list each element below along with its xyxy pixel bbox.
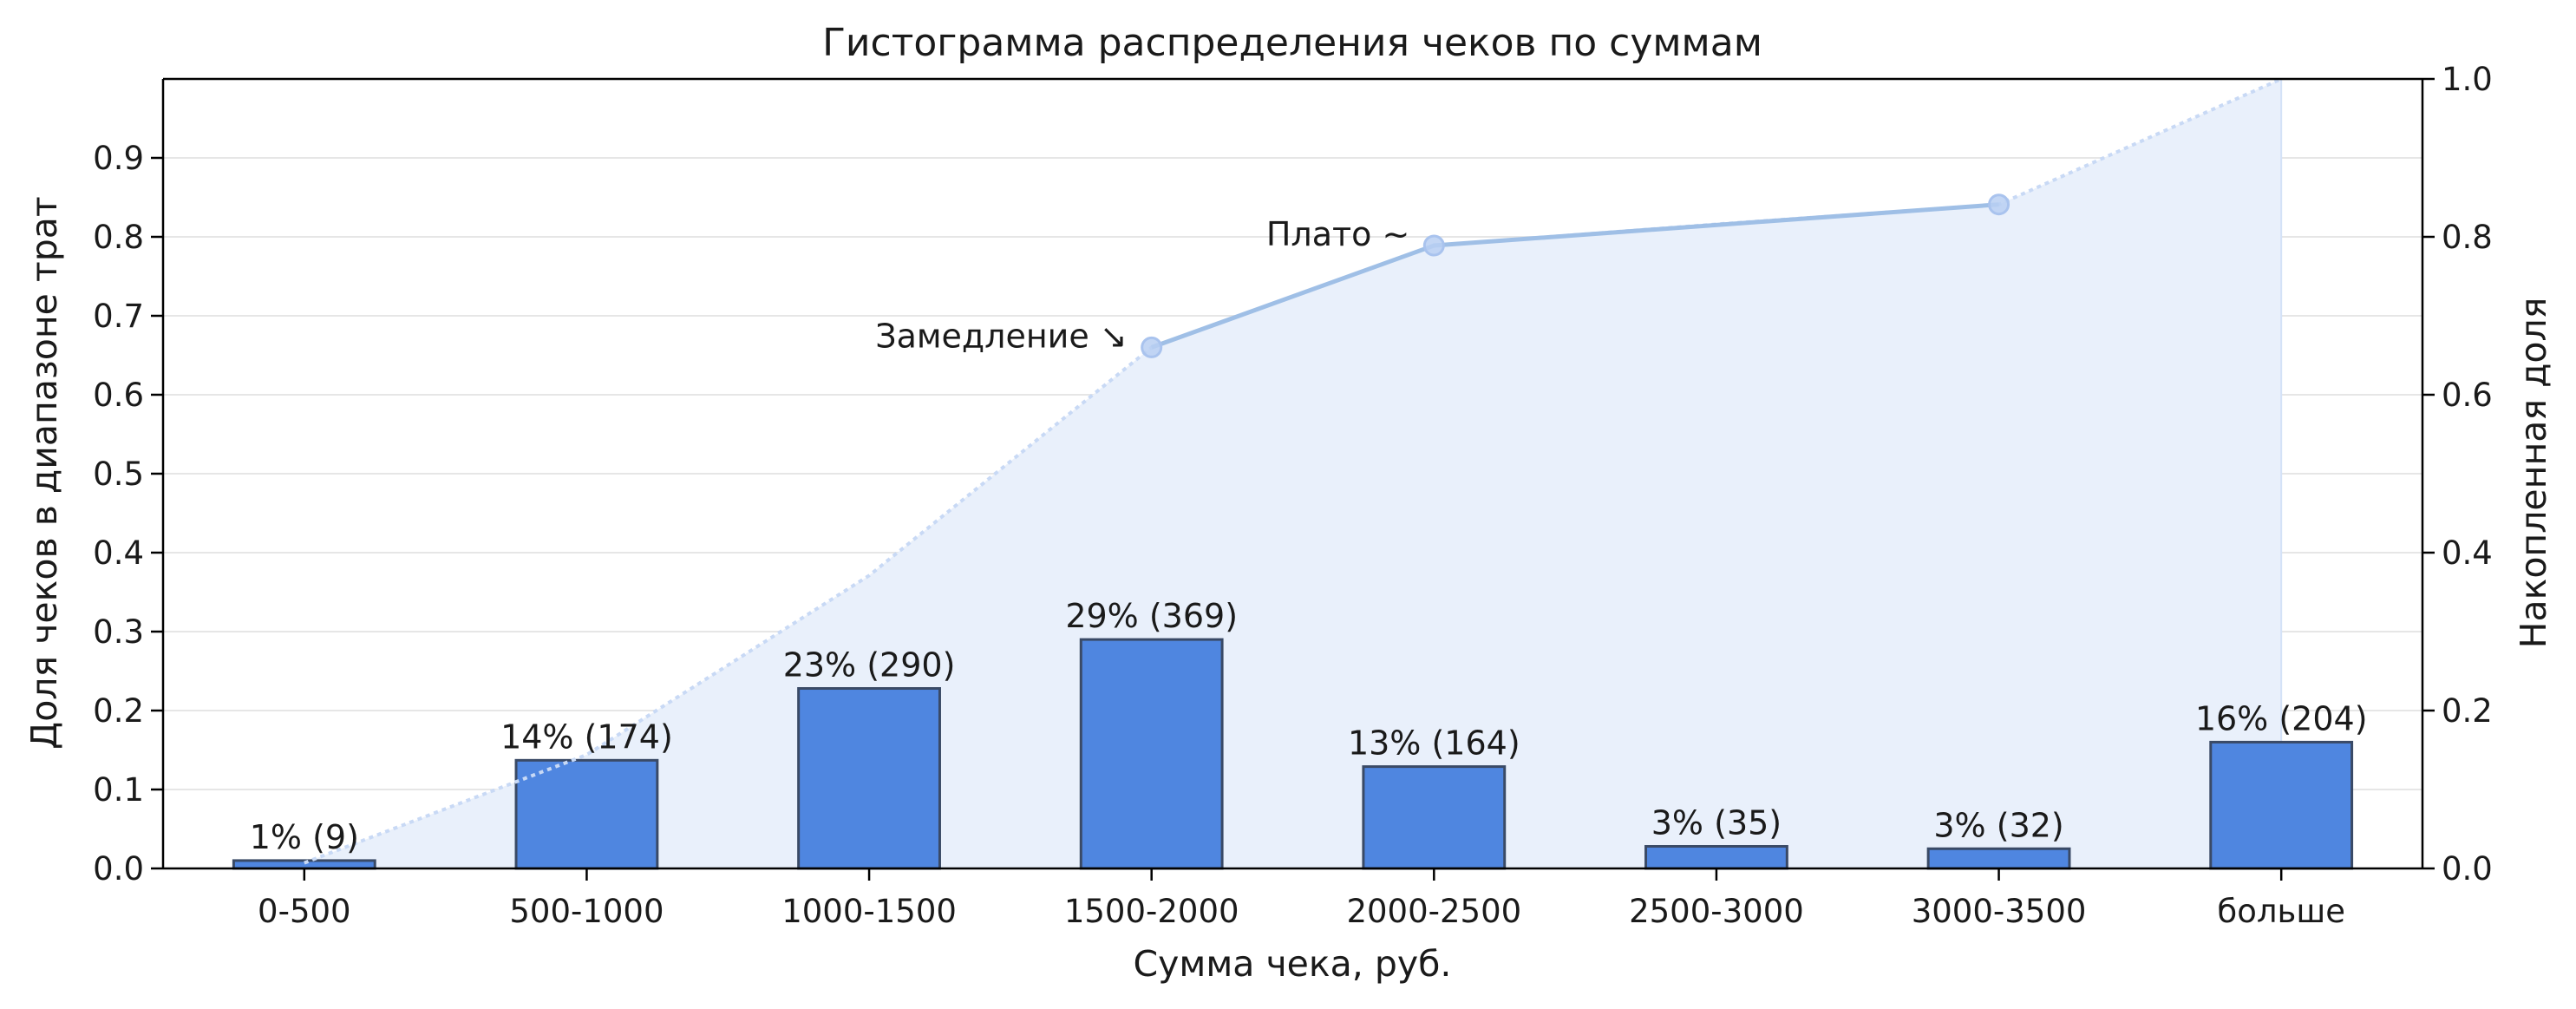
x-tick-label: 3000-3500	[1912, 893, 2087, 930]
y2-tick-label: 0.2	[2442, 692, 2493, 730]
y-tick-label: 0.3	[93, 613, 144, 651]
y-tick-label: 0.8	[93, 219, 144, 256]
bar-2500-3000	[1644, 845, 1788, 870]
bars	[232, 638, 2354, 870]
y2-axis-label: Накопленная доля	[2513, 298, 2554, 649]
bar-label: 3% (35)	[1651, 804, 1782, 842]
y-tick-label: 0.6	[93, 377, 144, 414]
x-tick-label: больше	[2217, 893, 2345, 930]
bar-label: 16% (204)	[2195, 699, 2368, 737]
y2-tick-label: 0.0	[2442, 850, 2493, 888]
bar-2000-2500	[1362, 765, 1507, 870]
cumulative-marker	[1422, 234, 1445, 257]
bar-label: 23% (290)	[783, 646, 956, 685]
x-tick-label: 1000-1500	[781, 893, 957, 930]
y2-tick-label: 0.4	[2442, 534, 2493, 572]
cumulative-area-fill	[304, 79, 2282, 868]
axes: 0.0 0.1 0.2 0.3 0.4 0.5 0.6 0.7 0.8 0.9 0.0 0.2 0.4 0…	[93, 61, 2493, 930]
bar-label: 14% (174)	[500, 717, 673, 756]
annotation-label: Плато ~	[1266, 215, 1409, 253]
y-tick-label: 0.5	[93, 455, 144, 493]
y-tick-label: 0.1	[93, 771, 144, 809]
cumulative-line	[304, 77, 2283, 865]
y-tick-label: 0.9	[93, 140, 144, 177]
annotations: Замедление ↘ Плато ~	[875, 215, 1409, 355]
cumulative-area	[304, 79, 2283, 868]
y-tick-label: 0.0	[93, 850, 144, 888]
x-tick-label: 1500-2000	[1064, 893, 1239, 930]
y-axis-label: Доля чеков в диапазоне трат	[23, 196, 65, 750]
x-tick-label: 500-1000	[509, 893, 664, 930]
y-tick-label: 0.7	[93, 298, 144, 335]
bar-3000-3500	[1926, 847, 2071, 870]
bar-label: 3% (32)	[1933, 806, 2063, 844]
y2-tick-label: 0.6	[2442, 377, 2493, 414]
bar-500-1000	[514, 758, 659, 870]
cumulative-marker	[1141, 336, 1163, 358]
bar-1000-1500	[797, 687, 941, 870]
annotation-label: Замедление ↘	[875, 317, 1127, 355]
cumulative-marker	[1988, 193, 2010, 216]
bar-labels: 1% (9) 14% (174) 23% (290) 29% (369) 13% (16…	[250, 597, 2368, 856]
bar-label: 29% (369)	[1065, 597, 1238, 635]
x-axis-label: Сумма чека, руб.	[1134, 943, 1452, 985]
y-tick-label: 0.2	[93, 692, 144, 730]
x-tick-label: 2500-3000	[1629, 893, 1804, 930]
bar-больше	[2209, 740, 2354, 870]
bar-1500-2000	[1079, 638, 1224, 870]
chart-title: Гистограмма распределения чеков по сумма…	[822, 21, 1762, 65]
bar-label: 1% (9)	[250, 818, 359, 856]
cumulative-dotted-line	[304, 77, 2283, 865]
y-tick-label: 0.4	[93, 534, 144, 572]
x-tick-label: 0-500	[258, 893, 351, 930]
y2-tick-label: 0.8	[2442, 219, 2493, 256]
x-tick-label: 2000-2500	[1346, 893, 1521, 930]
bar-label: 13% (164)	[1348, 724, 1520, 763]
y2-tick-label: 1.0	[2442, 61, 2493, 98]
